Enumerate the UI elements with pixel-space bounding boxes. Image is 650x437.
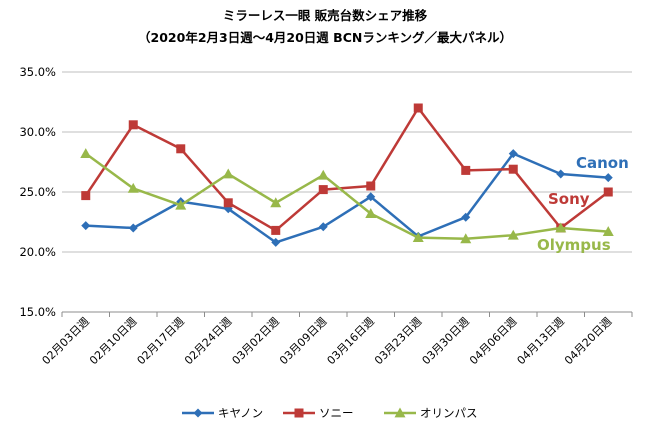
series-2 [80, 148, 614, 244]
x-tick-label: 03月23日週 [372, 315, 424, 367]
data-point [412, 232, 424, 242]
x-tick-label: 03月16日週 [325, 315, 377, 367]
data-point [176, 144, 186, 154]
annotation-label: Sony [548, 190, 590, 208]
data-point [223, 198, 233, 208]
data-point [603, 187, 613, 197]
data-point [128, 120, 138, 130]
series-line [85, 152, 609, 241]
data-point [602, 226, 614, 236]
legend-marker [294, 408, 304, 418]
data-point [271, 225, 281, 235]
data-point [318, 222, 328, 232]
x-tick-label: 03月09日週 [277, 315, 329, 367]
y-tick-label: 20.0% [19, 245, 56, 259]
data-point [461, 212, 471, 222]
legend-label: オリンパス [420, 406, 478, 420]
data-point [318, 185, 328, 195]
annotation-label: Canon [576, 154, 629, 172]
annotation-layer: Canon Sony Olympus [537, 154, 629, 254]
chart-title: ミラーレス一眼 販売台数シェア推移 [223, 8, 428, 23]
data-point [603, 173, 613, 183]
y-tick-label: 35.0% [19, 65, 56, 79]
x-tick-label: 04月06日週 [467, 315, 519, 367]
data-point [508, 164, 518, 174]
data-point [507, 229, 519, 240]
data-point [128, 223, 138, 233]
series-layer [80, 103, 614, 247]
chart-subtitle: （2020年2月3日週〜4月20日週 BCNランキング／最大パネル） [138, 30, 512, 45]
data-point [81, 191, 91, 201]
data-point [317, 169, 329, 180]
legend: キヤノン ソニー オリンパス [182, 406, 478, 420]
series-line [85, 152, 609, 244]
x-tick-label: 04月13日週 [515, 315, 567, 367]
annotation-label: Olympus [537, 236, 611, 254]
data-point [366, 181, 376, 191]
data-point [555, 222, 567, 233]
data-point [271, 237, 281, 247]
data-point [366, 192, 376, 202]
data-point [80, 148, 92, 158]
data-point [508, 149, 518, 159]
legend-item: キヤノン [182, 406, 263, 420]
y-tick-label: 25.0% [19, 185, 56, 199]
legend-marker [193, 408, 203, 418]
data-point [81, 221, 91, 231]
legend-label: キヤノン [218, 406, 263, 420]
data-point [556, 169, 566, 179]
legend-marker [394, 407, 406, 418]
series-line [84, 106, 610, 232]
data-point [460, 233, 472, 244]
x-tick-label: 02月10日週 [87, 315, 139, 367]
x-tick-label: 03月30日週 [420, 315, 472, 367]
y-tick-label: 15.0% [19, 305, 56, 319]
data-point [175, 199, 187, 210]
data-point [461, 165, 471, 175]
grid-layer [62, 71, 632, 313]
data-point [413, 103, 423, 113]
x-tick-label: 03月02日週 [230, 315, 282, 367]
x-tick-label: 02月03日週 [40, 315, 92, 367]
axis-layer: 15.0%20.0%25.0%30.0%35.0%02月03日週02月10日週0… [19, 65, 633, 367]
x-tick-label: 02月17日週 [135, 315, 187, 367]
data-point [365, 208, 377, 218]
y-tick-label: 30.0% [19, 125, 56, 139]
data-point [222, 168, 234, 179]
data-point [127, 182, 139, 193]
legend-label: ソニー [319, 406, 354, 420]
series-1 [81, 103, 613, 235]
x-tick-label: 02月24日週 [182, 315, 234, 367]
legend-item: ソニー [283, 406, 354, 420]
data-point [270, 197, 282, 208]
x-tick-label: 04月20日週 [562, 315, 614, 367]
legend-item: オリンパス [384, 406, 478, 420]
